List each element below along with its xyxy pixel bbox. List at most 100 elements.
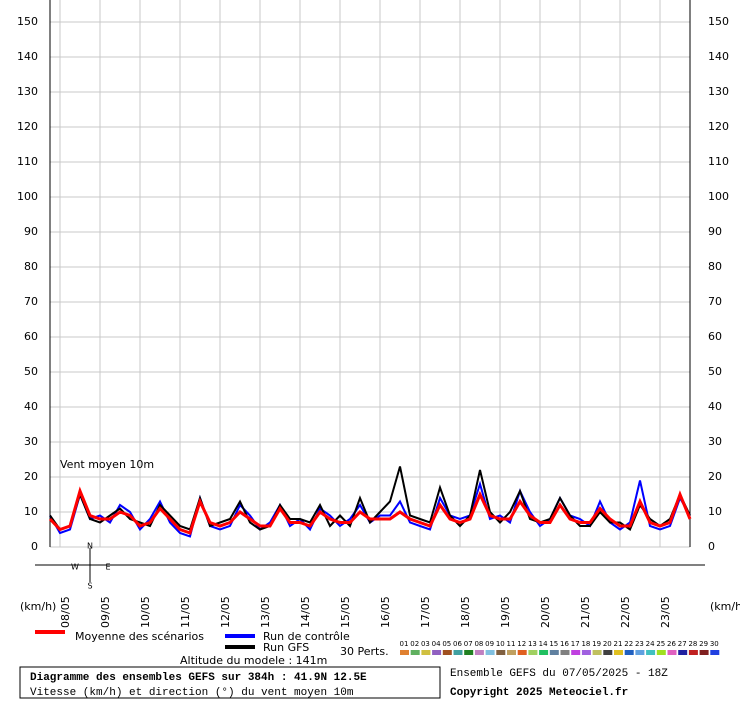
perturbation-label: 17: [571, 640, 580, 648]
perturbation-label: 20: [603, 640, 612, 648]
x-tick-label: 15/05: [339, 596, 352, 628]
x-tick-label: 09/05: [99, 596, 112, 628]
compass-s: S: [87, 582, 92, 591]
y-tick-label: 80: [24, 260, 38, 273]
footer-subtitle: Vitesse (km/h) et direction (°) du vent …: [30, 687, 354, 699]
x-tick-label: 19/05: [499, 596, 512, 628]
perturbation-swatch: [432, 650, 442, 655]
y-tick-label-right: 100: [708, 190, 729, 203]
perturbation-label: 07: [464, 640, 473, 648]
y-tick-label-right: 10: [708, 505, 722, 518]
annotation: Vent moyen 10m: [60, 458, 154, 471]
perturbation-label: 13: [528, 640, 537, 648]
perturbation-label: 25: [656, 640, 665, 648]
perturbation-label: 04: [432, 640, 441, 648]
series-line: [48, 486, 692, 535]
x-tick-label: 22/05: [619, 596, 632, 628]
compass-w: W: [71, 563, 79, 572]
y-tick-label: 140: [17, 50, 38, 63]
perturbation-label: 15: [549, 640, 558, 648]
y-tick-label: 60: [24, 330, 38, 343]
perturbation-swatch: [614, 650, 623, 655]
perturbation-swatch: [453, 650, 463, 655]
perturbation-swatch: [667, 650, 677, 655]
perturbation-swatch: [528, 650, 538, 655]
perturbation-label: 22: [624, 640, 633, 648]
perturbation-label: 12: [517, 640, 526, 648]
y-tick-label: 0: [31, 540, 38, 553]
footer-box: [19, 666, 441, 699]
x-tick-label: 21/05: [579, 596, 592, 628]
compass-n: N: [87, 542, 93, 551]
perturbation-swatch: [710, 650, 720, 655]
perturbation-swatch: [549, 650, 559, 655]
perturbation-swatch: [539, 650, 549, 655]
legend-label: Run de contrôle: [263, 630, 350, 643]
perturbation-swatch: [603, 650, 613, 655]
perturbation-swatch: [688, 650, 698, 655]
x-tick-label: 23/05: [659, 596, 672, 628]
x-tick-label: 12/05: [219, 596, 232, 628]
x-tick-label: 10/05: [139, 596, 152, 628]
perturbation-swatch: [560, 650, 570, 655]
y-tick-label-right: 60: [708, 330, 722, 343]
perturbation-label: 26: [667, 640, 676, 648]
perturbation-label: 21: [614, 640, 623, 648]
y-tick-label: 40: [24, 400, 38, 413]
perturbation-label: 08: [474, 640, 483, 648]
perturbation-label: 30: [710, 640, 719, 648]
perturbation-label: 28: [688, 640, 697, 648]
y-tick-label: 130: [17, 85, 38, 98]
perturbation-swatch: [464, 650, 474, 655]
y-tick-label: 10: [24, 505, 38, 518]
y-tick-label-right: 80: [708, 260, 722, 273]
y-unit-right: (km/h): [710, 600, 740, 613]
perturbation-label: 11: [507, 640, 516, 648]
y-tick-label: 50: [24, 365, 38, 378]
perturbation-swatch: [699, 650, 709, 655]
y-tick-label-right: 40: [708, 400, 722, 413]
footer-title: Diagramme des ensembles GEFS sur 384h : …: [30, 672, 367, 684]
perturbation-swatch: [635, 650, 645, 655]
perturbation-label: 14: [539, 640, 548, 648]
footer-run: Ensemble GEFS du 07/05/2025 - 18Z: [450, 668, 668, 680]
y-tick-label-right: 120: [708, 120, 729, 133]
perturbation-swatch: [496, 650, 506, 655]
perturbation-label: 05: [442, 640, 451, 648]
perturbation-swatch: [400, 650, 409, 655]
perturbation-label: 10: [496, 640, 505, 648]
y-tick-label-right: 110: [708, 155, 729, 168]
perturbation-swatch: [421, 650, 431, 655]
perturbation-swatch: [474, 650, 484, 655]
x-tick-label: 08/05: [59, 596, 72, 628]
perturbation-swatch: [624, 650, 634, 655]
perturbation-swatch: [507, 650, 516, 655]
perturbation-label: 16: [560, 640, 569, 648]
y-tick-label: 30: [24, 435, 38, 448]
x-tick-label: 13/05: [259, 596, 272, 628]
compass-e: E: [105, 563, 110, 572]
perturbation-label: 24: [646, 640, 655, 648]
y-unit-left: (km/h): [20, 600, 56, 613]
perturbation-label: 02: [410, 640, 419, 648]
y-tick-label: 100: [17, 190, 38, 203]
perturbation-label: 23: [635, 640, 644, 648]
legend-label: Moyenne des scénarios: [75, 630, 204, 643]
perturbation-label: 29: [699, 640, 708, 648]
perturbation-swatch: [592, 650, 602, 655]
y-tick-label: 20: [24, 470, 38, 483]
perturbation-swatch: [517, 650, 527, 655]
perturbation-label: 19: [592, 640, 601, 648]
x-tick-label: 17/05: [419, 596, 432, 628]
x-tick-label: 16/05: [379, 596, 392, 628]
perturbation-swatch: [571, 650, 581, 655]
altitude: Altitude du modele : 141m: [180, 654, 327, 667]
y-tick-label: 70: [24, 295, 38, 308]
y-tick-label: 110: [17, 155, 38, 168]
x-tick-label: 18/05: [459, 596, 472, 628]
perturbation-swatch: [646, 650, 656, 655]
y-tick-label: 90: [24, 225, 38, 238]
perturbation-swatch: [442, 650, 452, 655]
